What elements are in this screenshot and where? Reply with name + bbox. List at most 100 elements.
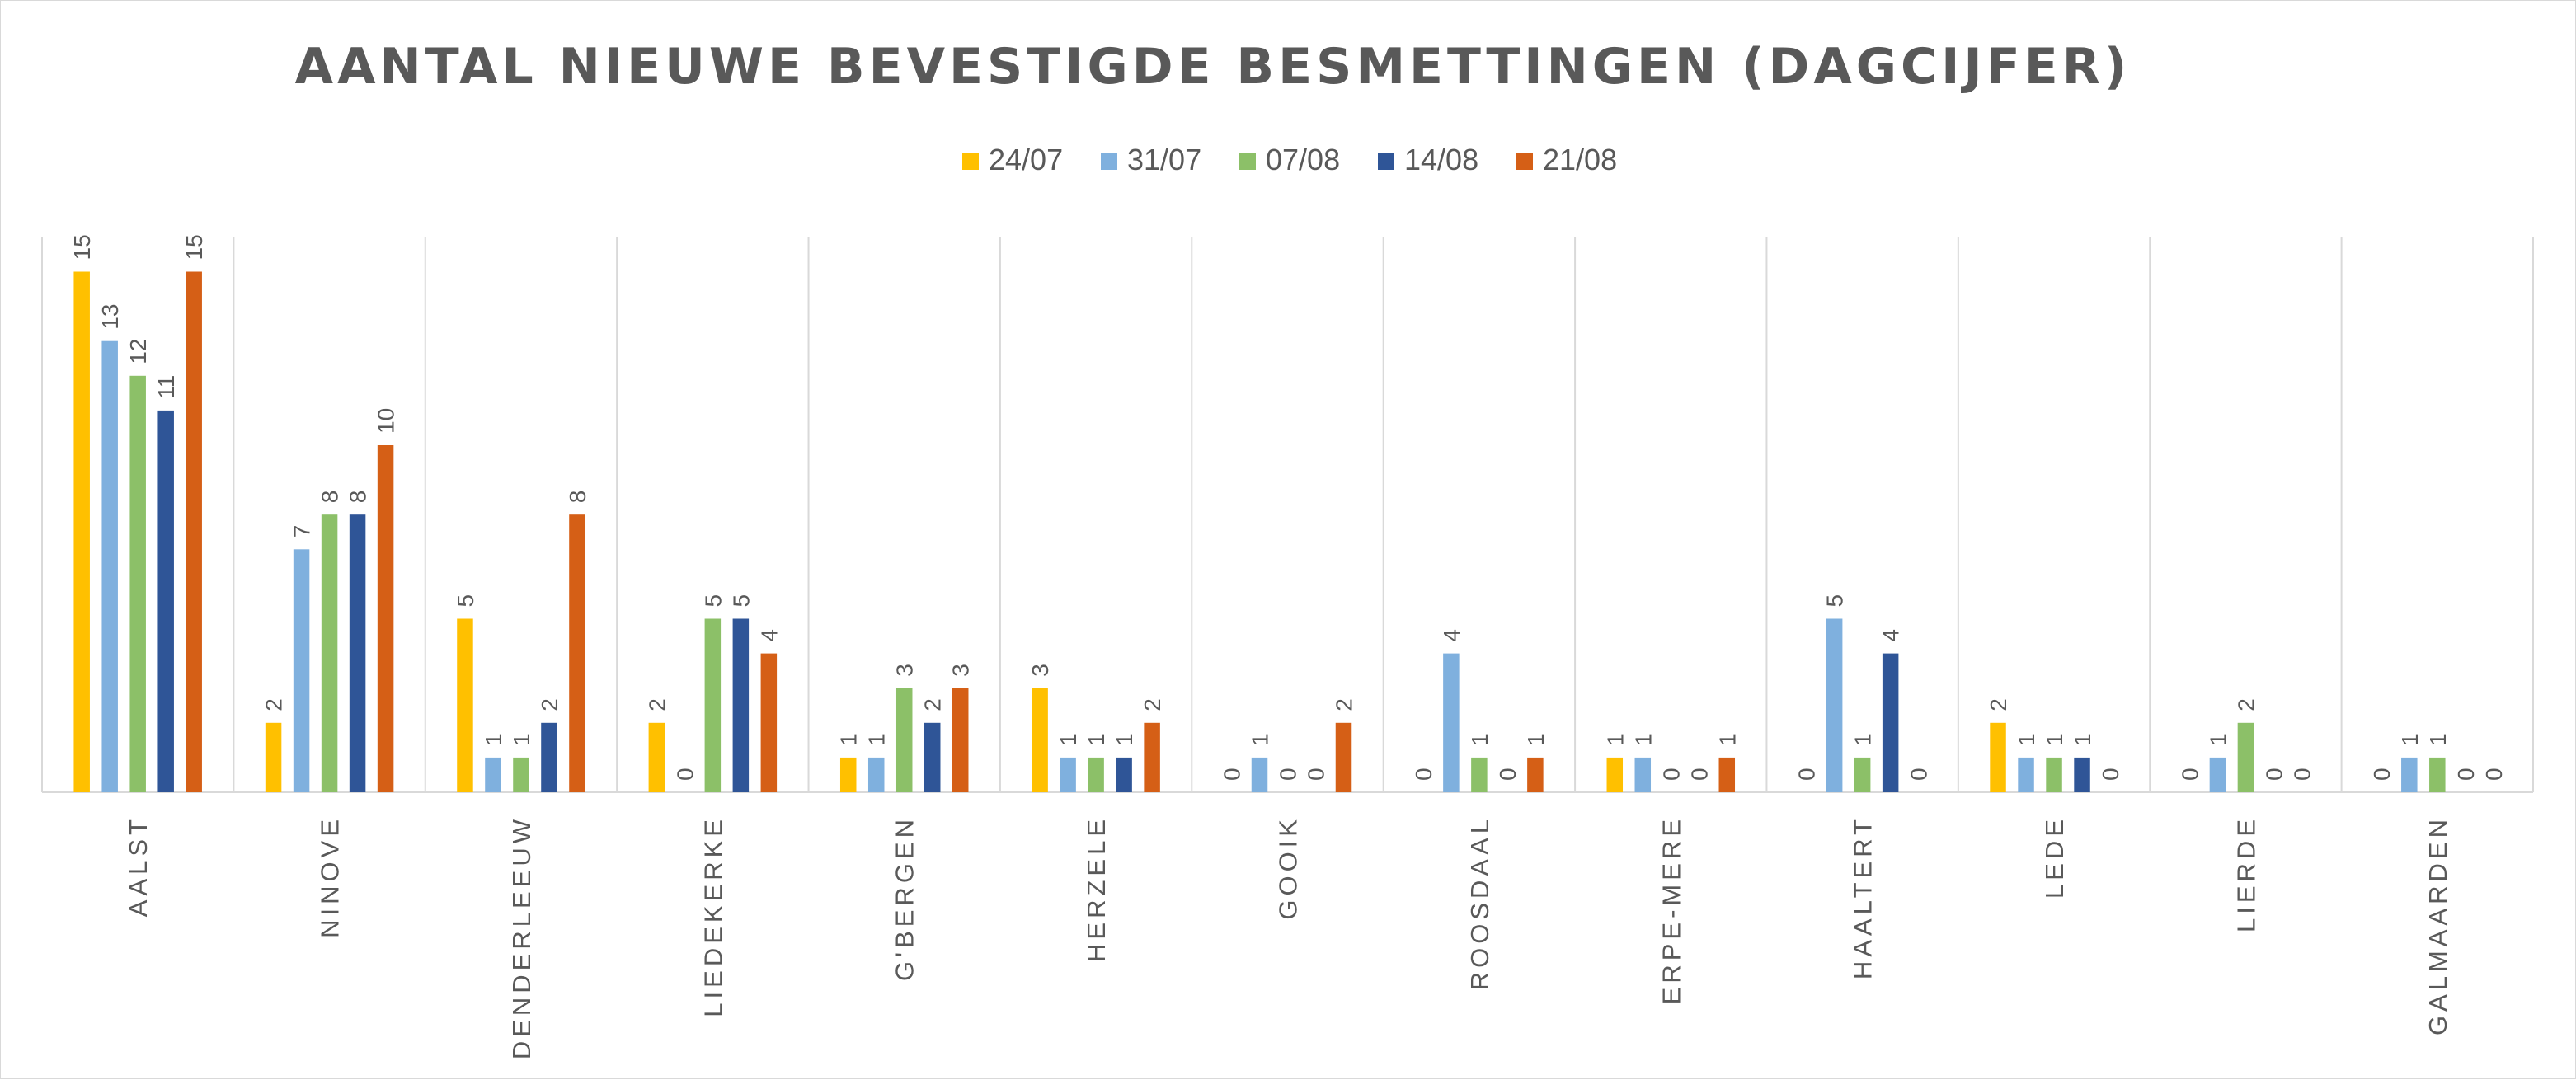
- bar: [839, 757, 857, 792]
- bar: [1443, 653, 1460, 792]
- data-label: 1: [1714, 733, 1740, 746]
- legend-swatch: [1378, 153, 1394, 170]
- bar: [1335, 722, 1352, 792]
- data-label: 5: [1822, 594, 1848, 608]
- data-label: 0: [2289, 768, 2315, 781]
- category-label: LIERDE: [2231, 815, 2260, 932]
- data-label: 5: [700, 594, 726, 608]
- data-label: 1: [1112, 733, 1137, 746]
- data-label: 0: [1276, 768, 1301, 781]
- data-label: 8: [346, 491, 371, 504]
- bar: [952, 688, 969, 792]
- bar: [349, 514, 366, 792]
- bar: [73, 271, 90, 792]
- bar: [1826, 618, 1843, 792]
- data-label: 15: [181, 234, 207, 260]
- bar: [569, 514, 585, 792]
- bar: [129, 375, 146, 792]
- data-label: 4: [1878, 629, 1904, 642]
- data-label: 0: [2261, 768, 2287, 781]
- data-label: 0: [1658, 768, 1684, 781]
- bar: [648, 722, 665, 792]
- data-label: 1: [2397, 733, 2423, 746]
- bar: [1606, 757, 1624, 792]
- legend: 24/07 31/07 07/08 14/08 21/08: [962, 143, 1617, 176]
- bar: [2429, 757, 2446, 792]
- data-label: 0: [1495, 768, 1521, 781]
- data-label: 1: [1084, 733, 1109, 746]
- bar: [924, 722, 941, 792]
- data-label: 8: [317, 491, 343, 504]
- legend-swatch: [1516, 153, 1533, 170]
- data-label: 3: [948, 664, 974, 677]
- bar: [265, 722, 282, 792]
- data-label: 0: [1220, 768, 1245, 781]
- bar: [760, 653, 778, 792]
- data-label: 1: [2425, 733, 2451, 746]
- bar: [101, 340, 118, 792]
- data-label: 1: [2070, 733, 2095, 746]
- bar: [513, 757, 529, 792]
- data-label: 5: [453, 594, 478, 608]
- legend-label: 07/08: [1266, 143, 1340, 176]
- bar: [1990, 722, 2006, 792]
- data-label: 0: [1304, 768, 1329, 781]
- data-label: 4: [756, 629, 782, 642]
- bar: [377, 445, 394, 792]
- category-label: HAALTERT: [1849, 815, 1878, 979]
- legend-swatch: [1101, 153, 1117, 170]
- data-label: 1: [1467, 733, 1492, 746]
- data-label: 12: [125, 339, 151, 364]
- legend-label: 21/08: [1543, 143, 1617, 176]
- legend-label: 14/08: [1404, 143, 1478, 176]
- data-label: 0: [672, 768, 698, 781]
- data-label: 0: [1906, 768, 1932, 781]
- bar: [732, 618, 750, 792]
- data-label: 1: [481, 733, 506, 746]
- data-label: 0: [2481, 768, 2507, 781]
- bar: [541, 722, 557, 792]
- data-label: 2: [644, 698, 670, 711]
- data-label: 4: [1439, 629, 1464, 642]
- data-label: 2: [1332, 698, 1357, 711]
- bar: [2401, 757, 2418, 792]
- data-label: 1: [1523, 733, 1549, 746]
- bar: [2237, 722, 2254, 792]
- data-label: 0: [2177, 768, 2202, 781]
- bar: [186, 271, 202, 792]
- data-label: 1: [509, 733, 534, 746]
- bar: [1854, 757, 1871, 792]
- data-label: 1: [1630, 733, 1656, 746]
- category-label: GOOIK: [1274, 815, 1303, 920]
- legend-label: 31/07: [1127, 143, 1201, 176]
- data-label: 2: [261, 698, 287, 711]
- bar: [1471, 757, 1488, 792]
- bar: [895, 688, 913, 792]
- data-label: 0: [1411, 768, 1436, 781]
- data-label: 2: [537, 698, 562, 711]
- bar: [485, 757, 501, 792]
- data-label: 0: [1794, 768, 1820, 781]
- bar: [704, 618, 722, 792]
- data-label: 0: [2098, 768, 2123, 781]
- chart-title: AANTAL NIEUWE BEVESTIGDE BESMETTINGEN (D…: [295, 38, 2132, 96]
- bar: [1718, 757, 1736, 792]
- category-label: AALST: [124, 815, 153, 917]
- data-label: 1: [1850, 733, 1876, 746]
- bar: [1088, 757, 1104, 792]
- bar: [1882, 653, 1899, 792]
- bar: [1116, 757, 1132, 792]
- data-label: 10: [374, 408, 399, 434]
- category-label: HERZELE: [1082, 815, 1111, 962]
- bar: [321, 514, 338, 792]
- data-label: 0: [1686, 768, 1712, 781]
- bar: [1144, 722, 1160, 792]
- data-label: 15: [69, 234, 95, 260]
- data-label: 2: [2233, 698, 2259, 711]
- legend-label: 24/07: [989, 143, 1063, 176]
- category-label: ERPE-MERE: [1657, 815, 1685, 1004]
- data-label: 5: [728, 594, 754, 608]
- data-label: 1: [1055, 733, 1081, 746]
- data-label: 2: [920, 698, 946, 711]
